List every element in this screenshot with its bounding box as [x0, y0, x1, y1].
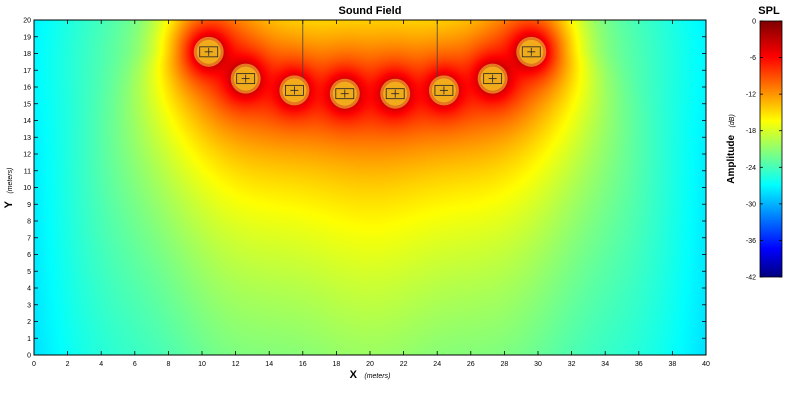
y-tick-label: 8 [27, 219, 31, 226]
source-marker [428, 75, 459, 106]
x-tick-label: 14 [265, 361, 273, 368]
x-tick-label: 38 [669, 361, 677, 368]
y-tick-label: 11 [24, 168, 31, 175]
x-tick-label: 40 [702, 361, 710, 368]
x-tick-label: 20 [366, 361, 374, 368]
x-axis-ticks: 0 2 4 6 8 10 12 14 16 18 20 22 24 26 28 30 32 34 36 38 40 [32, 20, 710, 368]
source-marker [477, 63, 508, 94]
colorbar-gradient [759, 20, 783, 278]
x-tick-label: 4 [99, 361, 103, 368]
y-tick-label: 17 [23, 68, 31, 75]
y-tick-label: 4 [27, 286, 31, 293]
x-tick-label: 32 [568, 361, 576, 368]
y-axis-label-text: Y [3, 200, 15, 208]
y-axis-label: Y (meters) [0, 168, 16, 209]
x-tick-label: 2 [66, 361, 70, 368]
plot-area [33, 19, 707, 356]
y-tick-label: 16 [23, 85, 31, 92]
y-tick-label: 5 [27, 269, 31, 276]
colorbar-label-unit: (dB) [729, 114, 736, 127]
x-tick-label: 8 [166, 361, 170, 368]
x-tick-label: 34 [601, 361, 609, 368]
y-tick-label: 6 [27, 252, 31, 259]
colorbar-tick-label: -18 [746, 128, 756, 135]
x-tick-label: 10 [198, 361, 206, 368]
x-axis-label-text: X [350, 369, 358, 381]
source-marker [516, 36, 547, 67]
x-axis-label-unit: (meters) [364, 373, 390, 380]
colorbar: SPL 0 -6 -12 -18 -24 -30 -36 -42 Amplitude (dB) [721, 5, 783, 282]
x-tick-label: 18 [333, 361, 341, 368]
x-tick-label: 12 [232, 361, 240, 368]
source-marker [279, 75, 310, 106]
y-tick-label: 12 [23, 152, 31, 159]
chart-title: Sound Field [339, 5, 402, 17]
colorbar-tick-label: -24 [746, 165, 756, 172]
x-tick-label: 30 [534, 361, 542, 368]
y-tick-label: 14 [23, 118, 31, 125]
y-tick-label: 20 [23, 18, 31, 25]
y-tick-label: 9 [27, 202, 31, 209]
source-marker [193, 36, 224, 67]
y-tick-label: 3 [27, 302, 31, 309]
colorbar-label-text: Amplitude [726, 134, 737, 183]
colorbar-ticks: 0 -6 -12 -18 -24 -30 -36 -42 [746, 19, 782, 282]
y-tick-label: 10 [23, 185, 31, 192]
x-tick-label: 26 [467, 361, 475, 368]
colorbar-tick-label: -36 [746, 238, 756, 245]
colorbar-title: SPL [758, 5, 780, 17]
x-tick-label: 16 [299, 361, 307, 368]
source-markers [193, 36, 547, 109]
y-tick-label: 18 [23, 51, 31, 58]
source-marker [230, 63, 261, 94]
source-marker [380, 78, 411, 109]
colorbar-tick-label: -6 [750, 55, 756, 62]
x-tick-label: 36 [635, 361, 643, 368]
y-tick-label: 15 [23, 101, 31, 108]
colorbar-tick-label: -12 [746, 92, 756, 99]
colorbar-tick-label: -30 [746, 201, 756, 208]
y-tick-label: 2 [27, 319, 31, 326]
x-tick-label: 28 [501, 361, 509, 368]
y-tick-label: 0 [27, 353, 31, 360]
colorbar-label: Amplitude (dB) [721, 114, 738, 184]
x-tick-label: 24 [433, 361, 441, 368]
y-tick-label: 7 [27, 235, 31, 242]
colorbar-tick-label: -42 [746, 275, 756, 282]
x-tick-label: 0 [32, 361, 36, 368]
colorbar-tick-label: 0 [752, 19, 756, 26]
y-tick-label: 1 [27, 336, 31, 343]
source-marker [329, 78, 360, 109]
x-tick-label: 6 [133, 361, 137, 368]
y-tick-label: 19 [23, 34, 31, 41]
y-axis-label-unit: (meters) [7, 168, 14, 194]
y-tick-label: 13 [23, 135, 31, 142]
heatmap-image [34, 20, 706, 355]
x-axis-label: X (meters) [350, 365, 391, 382]
x-tick-label: 22 [400, 361, 408, 368]
